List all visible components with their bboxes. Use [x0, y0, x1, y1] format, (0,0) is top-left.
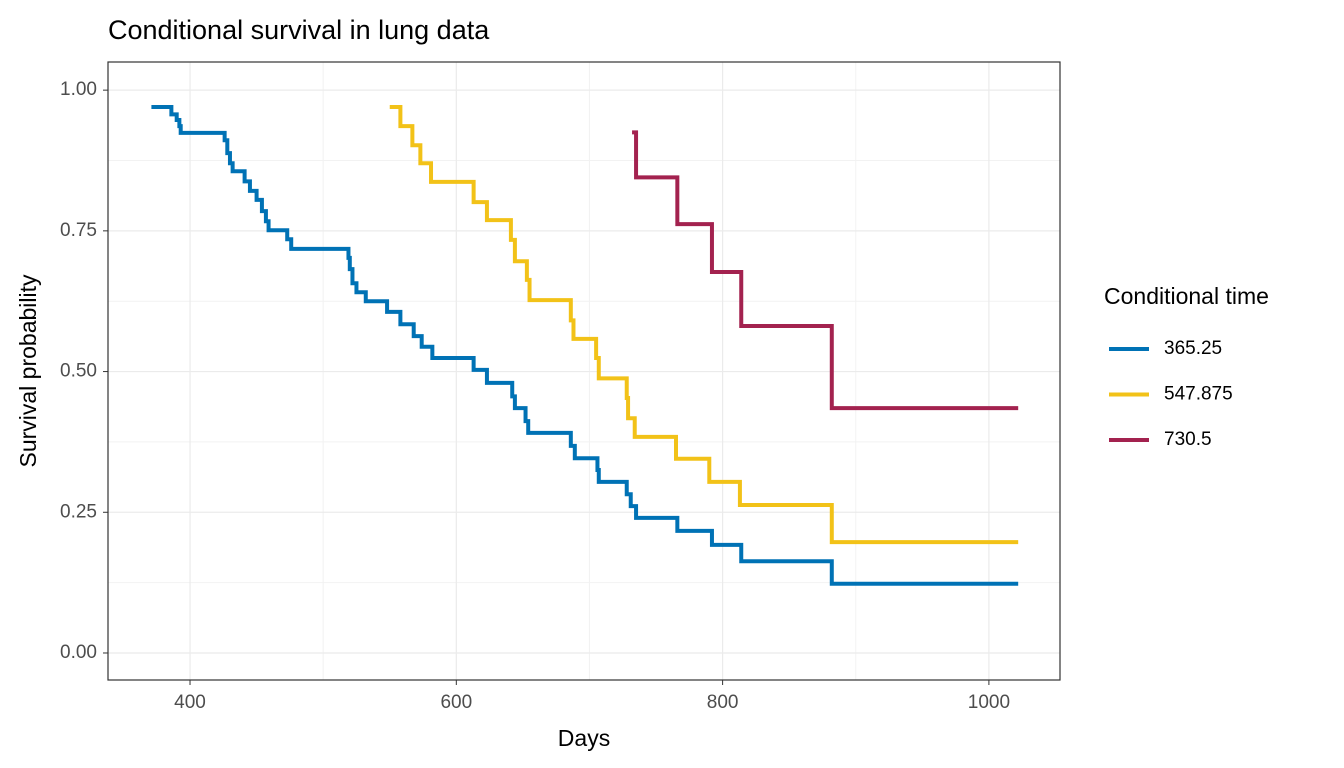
legend-label: 365.25 [1164, 338, 1222, 359]
legend-title: Conditional time [1104, 283, 1269, 309]
x-tick-label: 800 [707, 692, 739, 713]
x-tick-label: 1000 [968, 692, 1010, 713]
chart-title: Conditional survival in lung data [108, 15, 490, 45]
y-tick-label: 0.25 [60, 501, 97, 522]
x-tick-label: 600 [440, 692, 472, 713]
survival-line [389, 105, 1019, 545]
y-axis-label: Survival probability [15, 274, 41, 468]
y-tick-label: 0.75 [60, 220, 97, 241]
legend-label: 730.5 [1164, 429, 1212, 450]
legend-label: 547.875 [1164, 384, 1233, 405]
y-tick-label: 0.50 [60, 361, 97, 382]
survival-line [632, 130, 1019, 411]
y-tick-label: 0.00 [60, 642, 97, 663]
survival-line [151, 105, 1019, 586]
y-tick-label: 1.00 [60, 79, 97, 100]
panel-border [107, 61, 1061, 681]
x-tick-label: 400 [174, 692, 206, 713]
x-axis-label: Days [558, 725, 610, 751]
